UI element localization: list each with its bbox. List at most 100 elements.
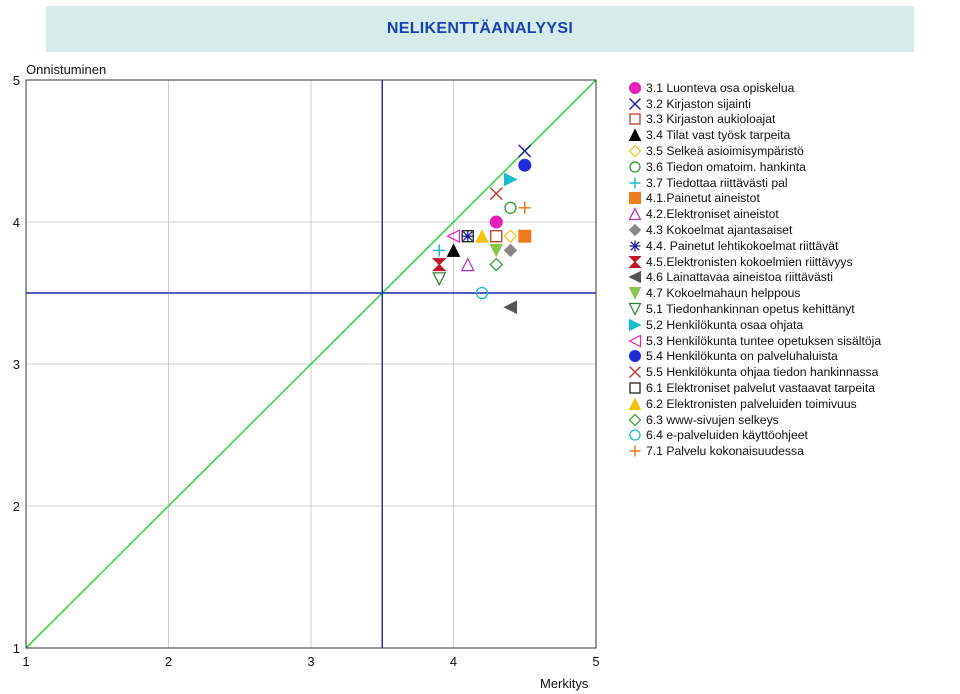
chart-title-bar: NELIKENTTÄANALYYSI (46, 6, 914, 52)
legend-marker-icon (628, 397, 642, 410)
data-point-5 (503, 229, 518, 244)
legend-marker-icon (628, 302, 642, 316)
legend-entry: 4.1.Painetut aineistot (628, 191, 958, 207)
legend-marker-icon (628, 334, 642, 348)
x-tick-label: 4 (450, 654, 457, 669)
diagonal-reference-line (25, 79, 597, 649)
data-point-9 (460, 257, 475, 272)
legend-label: 6.1 Elektroniset palvelut vastaavat tarp… (646, 381, 875, 396)
x-tick-label: 5 (592, 654, 599, 669)
legend-entry: 4.5.Elektronisten kokoelmien riittävyys (628, 254, 958, 270)
legend-marker-icon (629, 240, 641, 252)
data-point-19 (489, 187, 503, 201)
legend: 3.1 Luonteva osa opiskelua 3.2 Kirjaston … (628, 80, 958, 459)
legend-entry: 5.2 Henkilökunta osaa ohjata (628, 317, 958, 333)
legend-label: 4.6 Lainattavaa aineistoa riittävästi (646, 270, 833, 285)
data-point-16 (504, 172, 518, 187)
data-point-24 (518, 201, 531, 214)
data-point-21 (475, 229, 489, 243)
legend-label: 4.5.Elektronisten kokoelmien riittävyys (646, 254, 853, 269)
legend-label: 4.4. Painetut lehtikokoelmat riittävät (646, 238, 839, 253)
data-point-22 (489, 257, 504, 272)
legend-marker-icon (629, 97, 641, 110)
legend-marker-icon (628, 413, 642, 426)
legend-entry: 3.2 Kirjaston sijainti (628, 96, 958, 112)
legend-marker-icon (629, 192, 641, 205)
data-point-6 (504, 201, 517, 214)
data-point-1 (489, 215, 503, 229)
legend-entry: 6.4 e-palveluiden käyttöohjeet (628, 428, 958, 444)
legend-marker-icon (628, 287, 642, 300)
legend-label: 5.3 Henkilökunta tuntee opetuksen sisält… (646, 333, 882, 348)
reference-lines (25, 79, 597, 649)
data-point-12 (432, 258, 447, 272)
y-axis-title: Onnistuminen (26, 62, 106, 77)
data-point-18 (518, 158, 532, 172)
legend-label: 6.2 Elektronisten palveluiden toimivuus (646, 396, 857, 411)
plot-frame (25, 79, 597, 649)
legend-entry: 4.2.Elektroniset aineistot (628, 206, 958, 222)
legend-entry: 3.6 Tiedon omatoim. hankinta (628, 159, 958, 175)
data-point-4 (446, 243, 461, 257)
legend-marker-icon (628, 255, 642, 268)
legend-entry: 6.1 Elektroniset palvelut vastaavat tarp… (628, 380, 958, 396)
data-point-3 (490, 230, 503, 243)
data-point-15 (432, 272, 447, 287)
legend-label: 3.1 Luonteva osa opiskelua (646, 80, 795, 95)
legend-entry: 3.1 Luonteva osa opiskelua (628, 80, 958, 96)
legend-label: 5.5 Henkilökunta ohjaa tiedon hankinnass… (646, 365, 879, 380)
data-point-11 (461, 230, 474, 243)
legend-label: 4.2.Elektroniset aineistot (646, 207, 779, 222)
legend-label: 6.4 e-palveluiden käyttöohjeet (646, 428, 808, 443)
y-tick-label: 3 (13, 357, 20, 372)
legend-marker-icon (629, 177, 641, 189)
y-tick-label: 5 (13, 73, 20, 88)
legend-label: 4.3 Kokoelmat ajantasaiset (646, 223, 793, 238)
legend-entry: 3.4 Tilat vast työsk tarpeita (628, 127, 958, 143)
legend-marker-icon (628, 128, 642, 142)
legend-label: 3.7 Tiedottaa riittävästi pal (646, 175, 788, 190)
legend-label: 5.2 Henkilökunta osaa ohjata (646, 317, 804, 332)
legend-marker-icon (629, 366, 641, 379)
legend-label: 3.3 Kirjaston aukioloajat (646, 112, 776, 127)
legend-entry: 7.1 Palvelu kokonaisuudessa (628, 443, 958, 459)
legend-label: 5.1 Tiedonhankinnan opetus kehittänyt (646, 302, 855, 317)
legend-marker-icon (629, 350, 641, 363)
y-tick-label: 4 (13, 215, 20, 230)
y-tick-label: 1 (13, 641, 20, 656)
x-tick-label: 3 (307, 654, 314, 669)
legend-entry: 6.2 Elektronisten palveluiden toimivuus (628, 396, 958, 412)
legend-label: 4.1.Painetut aineistot (646, 191, 760, 206)
legend-label: 3.4 Tilat vast työsk tarpeita (646, 128, 791, 143)
x-tick-label: 2 (165, 654, 172, 669)
legend-entry: 5.1 Tiedonhankinnan opetus kehittänyt (628, 301, 958, 317)
legend-marker-icon (628, 223, 642, 237)
legend-entry: 5.5 Henkilökunta ohjaa tiedon hankinnass… (628, 364, 958, 380)
legend-label: 6.3 www-sivujen selkeys (646, 412, 779, 427)
x-axis-title: Merkitys (540, 676, 589, 691)
legend-label: 3.2 Kirjaston sijainti (646, 96, 751, 111)
legend-label: 5.4 Henkilökunta on palveluhaluista (646, 349, 838, 364)
data-point-10 (503, 243, 518, 258)
data-point-20 (461, 230, 474, 243)
legend-entry: 3.3 Kirjaston aukioloajat (628, 112, 958, 128)
axes: 1 2 3 4 5 1 2 3 4 5 (13, 73, 600, 669)
legend-label: 3.6 Tiedon omatoim. hankinta (646, 159, 806, 174)
legend-label: 7.1 Palvelu kokonaisuudessa (646, 444, 804, 459)
legend-marker-icon (628, 271, 641, 284)
data-point-17 (446, 229, 461, 244)
legend-marker-icon (628, 144, 642, 158)
legend-marker-icon (629, 161, 641, 173)
legend-marker-icon (629, 429, 641, 442)
legend-marker-icon (629, 318, 642, 332)
legend-entry: 6.3 www-sivujen selkeys (628, 412, 958, 428)
data-point-13 (503, 300, 517, 315)
legend-marker-icon (629, 81, 641, 94)
data-point-8 (518, 229, 532, 243)
legend-marker-icon (629, 445, 641, 457)
legend-label: 3.5 Selkeä asioimisympäristö (646, 144, 804, 159)
legend-entry: 4.6 Lainattavaa aineistoa riittävästi (628, 270, 958, 286)
chart-title: NELIKENTTÄANALYYSI (386, 20, 574, 37)
x-tick-label: 1 (22, 654, 29, 669)
